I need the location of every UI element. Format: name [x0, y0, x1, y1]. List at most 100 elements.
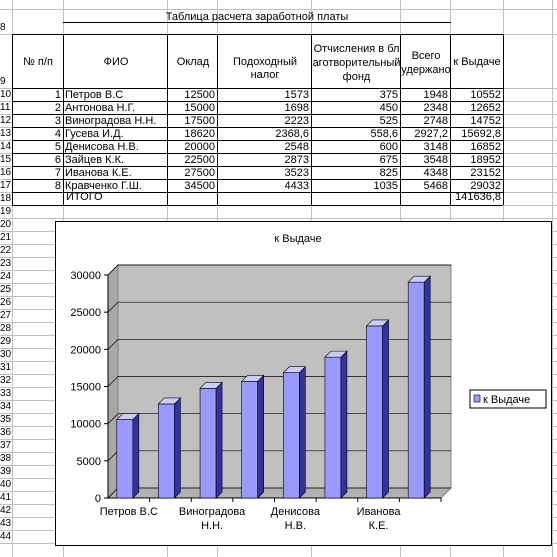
header-salary[interactable]: Оклад: [176, 56, 210, 68]
cell-charity[interactable]: 375: [379, 89, 398, 101]
cell-withheld[interactable]: 2348: [423, 102, 448, 114]
cell-charity[interactable]: 1035: [373, 180, 398, 192]
cell-num[interactable]: 6: [54, 154, 61, 166]
row-number[interactable]: 13: [0, 128, 12, 140]
row-number[interactable]: 38: [0, 453, 12, 465]
cell-tax[interactable]: 2368,6: [275, 128, 309, 140]
row-number[interactable]: 35: [0, 414, 12, 426]
header-tax[interactable]: Подоходный налог: [233, 56, 297, 81]
header-charity[interactable]: Отчисления в благотворительный фонд: [312, 43, 401, 83]
row-number[interactable]: 12: [0, 115, 12, 127]
cell-name[interactable]: Зайцев К.К.: [65, 154, 125, 166]
row-number[interactable]: 26: [0, 297, 12, 309]
cell-tax[interactable]: 2223: [284, 115, 309, 127]
cell-salary[interactable]: 27500: [184, 167, 215, 179]
cell-tax[interactable]: 1573: [284, 89, 309, 101]
cell-name[interactable]: Денисова Н.В.: [65, 141, 139, 153]
cell-charity[interactable]: 600: [379, 141, 398, 153]
cell-charity[interactable]: 558,6: [370, 128, 398, 140]
cell-salary[interactable]: 20000: [184, 141, 215, 153]
row-number[interactable]: 41: [0, 492, 12, 504]
row-number[interactable]: 16: [0, 167, 12, 179]
cell-withheld[interactable]: 3548: [423, 154, 448, 166]
cell-num[interactable]: 3: [54, 115, 61, 127]
total-label[interactable]: ИТОГО: [66, 191, 103, 203]
cell-num[interactable]: 2: [54, 102, 61, 114]
cell-charity[interactable]: 825: [379, 167, 398, 179]
cell-tax[interactable]: 1698: [284, 102, 309, 114]
cell-num[interactable]: 1: [54, 89, 61, 101]
cell-name[interactable]: Виноградова Н.Н.: [65, 115, 157, 127]
cell-num[interactable]: 7: [54, 167, 61, 179]
row-number[interactable]: 25: [0, 284, 12, 296]
header-withheld[interactable]: Всего удержано: [401, 50, 451, 76]
cell-name[interactable]: Петров В.С: [65, 89, 124, 101]
cell-charity[interactable]: 450: [379, 102, 398, 114]
row-number[interactable]: 29: [0, 336, 12, 348]
cell-tax[interactable]: 3523: [284, 167, 309, 179]
row-number[interactable]: 43: [0, 518, 12, 530]
cell-name[interactable]: Иванова К.Е.: [65, 167, 132, 179]
cell-name[interactable]: Кравченко Г.Ш.: [65, 180, 142, 192]
row-number[interactable]: 34: [0, 401, 12, 413]
cell-withheld[interactable]: 4348: [423, 167, 448, 179]
cell-payout[interactable]: 10552: [470, 89, 501, 101]
cell-payout[interactable]: 15692,8: [461, 128, 501, 140]
cell-withheld[interactable]: 5468: [423, 180, 448, 192]
cell-withheld[interactable]: 2927,2: [414, 128, 448, 140]
total-value[interactable]: 141636,8: [455, 191, 501, 203]
cell-salary[interactable]: 12500: [184, 89, 215, 101]
cell-salary[interactable]: 22500: [184, 154, 215, 166]
row-number[interactable]: 37: [0, 440, 12, 452]
row-number[interactable]: 11: [0, 102, 12, 114]
row-number[interactable]: 36: [0, 427, 12, 439]
row-number[interactable]: 8: [0, 22, 12, 34]
row-number[interactable]: 17: [0, 180, 12, 192]
row-number[interactable]: 32: [0, 375, 12, 387]
cell-name[interactable]: Гусева И.Д.: [65, 128, 124, 140]
row-number[interactable]: 22: [0, 245, 12, 257]
cell-salary[interactable]: 17500: [184, 115, 215, 127]
cell-payout[interactable]: 18952: [470, 154, 501, 166]
cell-tax[interactable]: 2548: [284, 141, 309, 153]
row-number[interactable]: 42: [0, 505, 12, 517]
header-num[interactable]: № п/п: [23, 56, 53, 68]
header-payout[interactable]: к Выдаче: [453, 56, 501, 68]
cell-name[interactable]: Антонова Н.Г.: [65, 102, 136, 114]
cell-withheld[interactable]: 2748: [423, 115, 448, 127]
row-number[interactable]: 14: [0, 141, 12, 153]
row-number[interactable]: 39: [0, 466, 12, 478]
cell-salary[interactable]: 18620: [184, 128, 215, 140]
row-number[interactable]: 31: [0, 362, 12, 374]
cell-payout[interactable]: 12652: [470, 102, 501, 114]
cell-num[interactable]: 4: [54, 128, 61, 140]
cell-num[interactable]: 5: [54, 141, 61, 153]
payout-chart[interactable]: 0 5000 10000 15000 20000 25000 30000 Петров В.С…: [55, 221, 552, 546]
cell-salary[interactable]: 34500: [184, 180, 215, 192]
row-number[interactable]: 28: [0, 323, 12, 335]
cell-charity[interactable]: 675: [379, 154, 398, 166]
sheet-title[interactable]: Таблица расчета заработной платы: [165, 11, 349, 23]
cell-withheld[interactable]: 3148: [423, 141, 448, 153]
row-number[interactable]: 18: [0, 193, 12, 205]
cell-payout[interactable]: 14752: [470, 115, 501, 127]
cell-payout[interactable]: 23152: [470, 167, 501, 179]
row-number[interactable]: 30: [0, 349, 12, 361]
cell-salary[interactable]: 15000: [184, 102, 215, 114]
row-number[interactable]: 19: [0, 206, 12, 218]
cell-payout[interactable]: 16852: [470, 141, 501, 153]
row-number[interactable]: 40: [0, 479, 12, 491]
row-number[interactable]: 10: [0, 89, 12, 101]
row-number[interactable]: 21: [0, 232, 12, 244]
row-number[interactable]: 27: [0, 310, 12, 322]
header-name[interactable]: ФИО: [103, 56, 129, 68]
cell-withheld[interactable]: 1948: [423, 89, 448, 101]
row-number[interactable]: 24: [0, 271, 12, 283]
cell-payout[interactable]: 29032: [470, 180, 501, 192]
row-number[interactable]: 33: [0, 388, 12, 400]
cell-charity[interactable]: 525: [379, 115, 398, 127]
cell-num[interactable]: 8: [54, 180, 61, 192]
row-number[interactable]: 23: [0, 258, 12, 270]
row-number[interactable]: 20: [0, 219, 12, 231]
cell-tax[interactable]: 2873: [284, 154, 309, 166]
